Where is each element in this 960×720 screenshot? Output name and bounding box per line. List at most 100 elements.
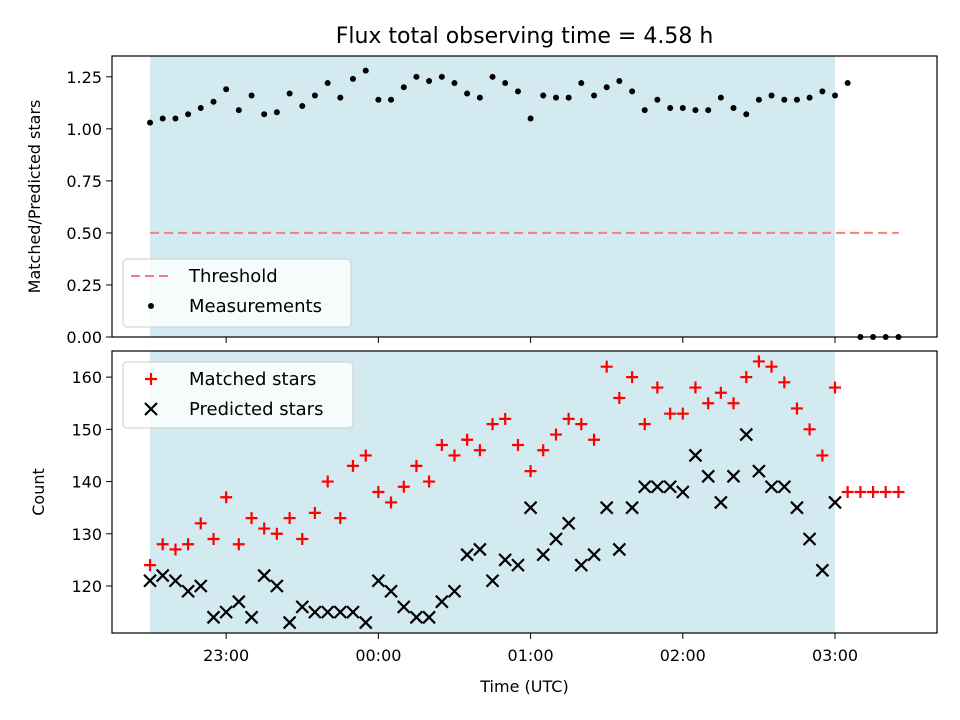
matched-star-point xyxy=(435,439,448,451)
matched-star-point xyxy=(651,381,664,394)
bottom-marks xyxy=(143,355,905,630)
predicted-star-point xyxy=(295,600,310,614)
measurement-point xyxy=(248,92,255,99)
measurement-point xyxy=(641,107,648,114)
x-tick-label: 02:00 xyxy=(660,646,706,665)
predicted-star-point xyxy=(599,500,614,515)
predicted-star-point xyxy=(333,605,348,619)
matched-star-point xyxy=(727,397,740,410)
matched-star-point xyxy=(410,459,423,472)
legend-label: Predicted stars xyxy=(189,399,323,420)
measurement-point xyxy=(743,111,750,118)
y-tick-label: 1.25 xyxy=(66,68,102,87)
bottom-axes-frame xyxy=(111,350,938,634)
measurement-point xyxy=(730,105,737,112)
predicted-star-point xyxy=(549,532,563,546)
matched-star-point xyxy=(829,381,842,394)
x-tick-label: 23:00 xyxy=(203,646,249,665)
matched-star-point xyxy=(334,512,347,525)
predicted-star-point xyxy=(536,547,550,562)
matched-star-point xyxy=(854,486,867,498)
matched-star-point xyxy=(385,496,398,509)
top-legend: Threshold Measurements xyxy=(122,258,352,328)
matched-star-point xyxy=(448,449,461,462)
measurement-point xyxy=(781,96,788,103)
matched-star-point xyxy=(346,459,359,472)
measurement-point xyxy=(540,92,547,99)
matched-star-point xyxy=(841,486,854,498)
predicted-star-point xyxy=(409,610,424,625)
matched-star-point xyxy=(664,407,677,420)
predicted-star-point xyxy=(282,615,297,630)
measurement-point xyxy=(679,105,686,112)
matched-star-point xyxy=(359,449,372,462)
measurement-point xyxy=(362,67,369,74)
bottom-y-axis-label: Count xyxy=(29,468,48,516)
matched-star-point xyxy=(588,433,601,446)
y-tick-label: 120 xyxy=(71,577,102,596)
measurement-point xyxy=(172,115,179,122)
predicted-star-point xyxy=(790,500,804,515)
measurement-point xyxy=(324,80,331,87)
predicted-star-point xyxy=(637,480,652,494)
top-ticks: 0.00 0.25 0.50 0.75 1.00 1.25 xyxy=(66,68,836,347)
predicted-star-point xyxy=(587,547,601,562)
predicted-star-point xyxy=(232,594,246,609)
predicted-star-point xyxy=(739,427,754,442)
predicted-star-point xyxy=(422,610,436,625)
matched-star-point xyxy=(270,527,283,540)
measurement-point xyxy=(654,96,661,103)
predicted-star-point xyxy=(663,480,677,494)
measurement-point xyxy=(502,80,509,87)
measurement-point xyxy=(629,88,636,95)
legend-swatch xyxy=(144,402,158,416)
matched-star-point xyxy=(613,392,626,404)
predicted-star-point xyxy=(828,495,842,510)
top-axes-frame xyxy=(111,55,938,338)
top-marks xyxy=(147,67,902,340)
predicted-star-point xyxy=(815,563,830,578)
predicted-star-point xyxy=(726,469,741,484)
predicted-star-point xyxy=(473,542,487,557)
matched-star-point xyxy=(156,538,169,551)
measurement-point xyxy=(451,80,458,87)
measurement-point xyxy=(337,94,344,101)
predicted-star-point xyxy=(193,579,208,593)
measurement-point xyxy=(603,84,610,91)
matched-star-point xyxy=(296,533,309,545)
matched-star-point xyxy=(220,491,233,504)
measurement-point xyxy=(819,88,826,95)
matched-star-point xyxy=(372,486,385,498)
measurement-point xyxy=(388,96,395,103)
y-tick-label: 0.25 xyxy=(66,276,102,295)
bottom-legend: Matched stars Predicted stars xyxy=(122,361,354,429)
matched-star-point xyxy=(562,412,575,425)
measurement-point xyxy=(832,92,839,99)
predicted-star-point xyxy=(206,610,221,625)
measurement-point xyxy=(476,94,483,101)
matched-star-point xyxy=(207,533,220,545)
matched-star-point xyxy=(169,543,182,556)
measurement-point xyxy=(578,80,585,87)
predicted-star-point xyxy=(244,610,259,625)
matched-star-point xyxy=(550,428,563,441)
bottom-panel: 120 130 140 150 160 23:00 00:00 01:00 02:00 03:00… xyxy=(29,350,938,696)
matched-star-point xyxy=(816,449,829,462)
legend-box xyxy=(122,258,352,328)
measurement-point xyxy=(185,111,192,118)
measurement-point xyxy=(844,80,851,87)
measurement-point xyxy=(261,111,268,118)
matched-star-point xyxy=(778,376,791,389)
measurement-point xyxy=(489,73,496,80)
predicted-star-point xyxy=(143,574,157,588)
predicted-star-point xyxy=(701,469,715,484)
top-panel: 0.00 0.25 0.50 0.75 1.00 1.25 Flux total obse… xyxy=(25,24,938,347)
legend-box xyxy=(122,361,354,429)
matched-star-point xyxy=(524,465,537,478)
matched-star-point xyxy=(258,522,271,535)
matched-star-point xyxy=(321,475,334,488)
x-tick-label: 01:00 xyxy=(508,646,554,665)
matched-star-point xyxy=(892,486,905,498)
predicted-star-point xyxy=(447,584,462,598)
